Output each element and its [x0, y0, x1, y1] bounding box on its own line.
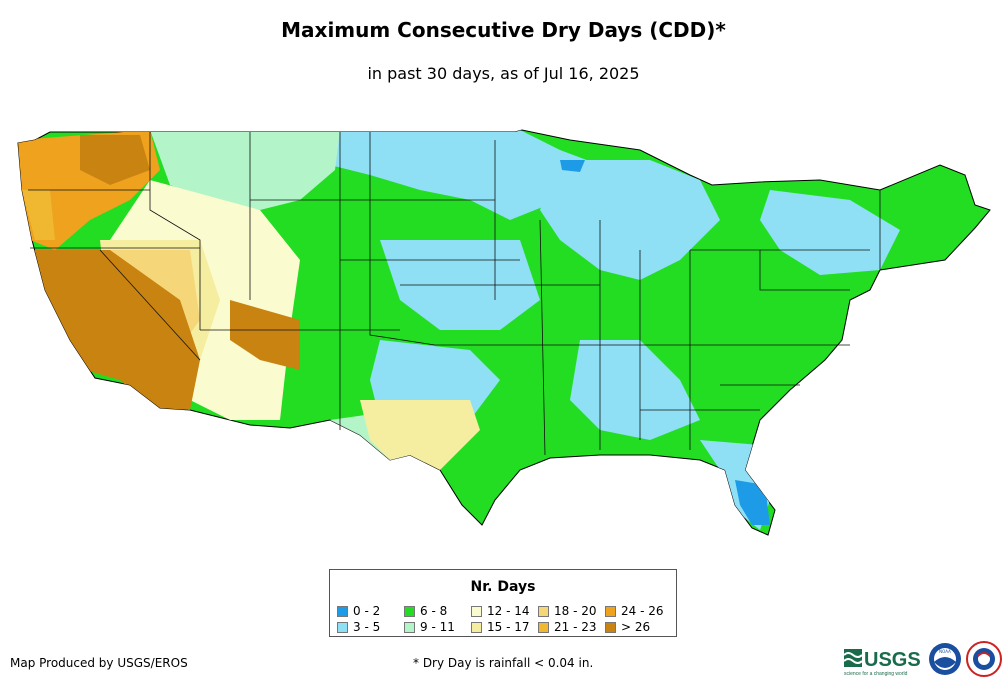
- legend-label: 15 - 17: [487, 620, 530, 634]
- legend-title: Nr. Days: [470, 579, 536, 595]
- zone-9-11-north: [150, 130, 340, 210]
- legend-swatch: [538, 622, 549, 633]
- legend-label: 0 - 2: [353, 604, 381, 618]
- logo-graphics: USGS science for a changing world NOAA: [843, 641, 1002, 677]
- legend-label: 3 - 5: [353, 620, 381, 634]
- nws-logo: [966, 641, 1002, 677]
- legend-item: 15 - 17: [471, 621, 530, 633]
- zone-21-23-coast: [22, 190, 55, 240]
- agency-logos: USGS science for a changing world NOAA: [842, 639, 1007, 693]
- usgs-logo: USGS science for a changing world: [843, 649, 921, 677]
- legend-swatch: [404, 622, 415, 633]
- legend: Nr. Days 0 - 2 3 - 5 6 - 8 9 - 11 12 - 1…: [329, 569, 677, 637]
- zone-0-2-mn: [560, 160, 585, 172]
- legend-item: 6 - 8: [404, 605, 447, 617]
- zone-3-5-northeast: [760, 190, 900, 275]
- legend-item: > 26: [605, 621, 650, 633]
- usgs-tagline: science for a changing world: [844, 671, 908, 677]
- legend-item: 21 - 23: [538, 621, 597, 633]
- legend-swatch: [471, 606, 482, 617]
- legend-swatch: [538, 606, 549, 617]
- legend-swatch: [337, 606, 348, 617]
- legend-item: 3 - 5: [337, 621, 380, 633]
- legend-item: 18 - 20: [538, 605, 597, 617]
- legend-label: 6 - 8: [420, 604, 448, 618]
- zone-3-5-southeast: [570, 340, 700, 440]
- legend-item: 0 - 2: [337, 605, 380, 617]
- legend-swatch: [471, 622, 482, 633]
- usgs-wordmark: USGS: [864, 649, 921, 671]
- legend-swatch: [605, 606, 616, 617]
- map-subtitle: in past 30 days, as of Jul 16, 2025: [367, 64, 640, 83]
- zone-3-5-north-plains: [330, 130, 600, 220]
- legend-item: 12 - 14: [471, 605, 530, 617]
- zone-gt26-southwest: [30, 250, 200, 410]
- zone-gt26-nw-interior: [80, 135, 150, 185]
- zone-12-14-tx: [360, 400, 480, 470]
- legend-label: 12 - 14: [487, 604, 530, 618]
- svg-text:NOAA: NOAA: [939, 649, 951, 654]
- zone-gt26-utah-az: [230, 300, 300, 370]
- legend-item: 9 - 11: [404, 621, 455, 633]
- dry-day-footnote: * Dry Day is rainfall < 0.04 in.: [413, 656, 594, 670]
- legend-label: 21 - 23: [554, 620, 597, 634]
- legend-label: 24 - 26: [621, 604, 664, 618]
- map-title: Maximum Consecutive Dry Days (CDD)*: [281, 18, 726, 42]
- zone-0-2-florida: [735, 480, 770, 525]
- legend-swatch: [605, 622, 616, 633]
- map-credit: Map Produced by USGS/EROS: [10, 656, 188, 670]
- noaa-logo: NOAA: [929, 643, 961, 675]
- zone-3-5-great-lakes: [540, 160, 720, 280]
- legend-swatch: [337, 622, 348, 633]
- cdd-map: [17, 129, 991, 536]
- legend-swatch: [404, 606, 415, 617]
- legend-label: 9 - 11: [420, 620, 455, 634]
- state-boundaries: [28, 132, 881, 456]
- legend-label: 18 - 20: [554, 604, 597, 618]
- legend-label: > 26: [621, 620, 651, 634]
- legend-item: 24 - 26: [605, 605, 664, 617]
